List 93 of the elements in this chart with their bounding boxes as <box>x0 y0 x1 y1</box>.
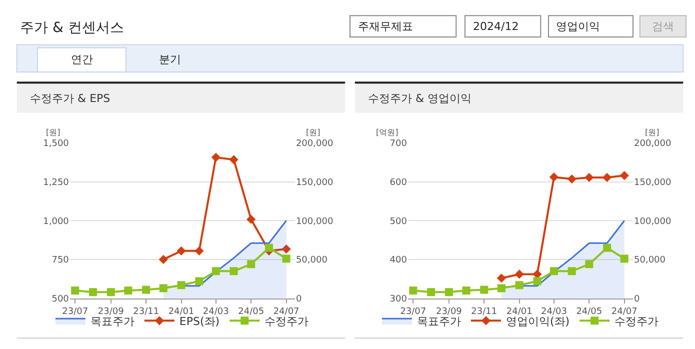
legend-label: 수정주가 <box>614 314 659 328</box>
y2-tick-label: 0 <box>634 294 640 304</box>
point <box>71 286 80 295</box>
y2-tick-label: 100,000 <box>634 216 672 227</box>
x-tick-label: 24/05 <box>238 307 264 318</box>
text: 주가 & 컨센서스 <box>20 20 124 36</box>
y2-tick-label: 50,000 <box>634 256 666 266</box>
point <box>246 214 256 224</box>
x-tick-label: 23/07 <box>400 307 426 318</box>
text: 연간 <box>71 53 93 66</box>
text: 2024/12 <box>473 20 519 33</box>
y2-tick-label: 150,000 <box>296 178 334 188</box>
text: 분기 <box>159 53 181 66</box>
point <box>264 244 273 252</box>
x-tick-label: 23/09 <box>436 307 462 318</box>
point <box>584 172 594 182</box>
point <box>568 267 576 276</box>
point <box>550 267 558 276</box>
point <box>142 286 150 294</box>
point <box>88 288 97 296</box>
point <box>282 254 290 263</box>
point <box>514 270 524 279</box>
point <box>603 244 612 252</box>
y2-tick-label: 0 <box>296 294 302 304</box>
text: 영업이익 <box>556 20 600 33</box>
legend-label: 수정주가 <box>264 314 309 328</box>
y-tick-label: 500 <box>390 216 408 227</box>
point <box>602 172 612 182</box>
point <box>229 155 238 164</box>
y-tick-label: 300 <box>390 294 408 304</box>
x-tick-label: 24/03 <box>202 307 229 318</box>
x-tick-label: 24/01 <box>168 307 194 318</box>
y-tick-label: 1,500 <box>43 139 70 150</box>
chart-title: 수정주가 & EPS <box>30 92 110 105</box>
x-tick-label: 24/01 <box>506 307 532 318</box>
y2-tick-label: 200,000 <box>296 139 334 150</box>
y2-tick-label: 50,000 <box>296 256 328 266</box>
y2-axis-title: [원] <box>645 128 660 137</box>
point <box>212 267 220 276</box>
point <box>247 260 256 268</box>
x-tick-label: 23/09 <box>98 307 124 318</box>
point <box>194 246 204 256</box>
y-tick-label: 700 <box>390 139 408 150</box>
point <box>480 286 488 294</box>
legend-label: 목표주가 <box>416 314 461 328</box>
text: 주재무제표 <box>358 20 413 33</box>
point <box>620 254 628 263</box>
point <box>567 174 576 184</box>
y-tick-label: 500 <box>52 294 70 304</box>
point <box>282 244 291 254</box>
point <box>158 254 168 264</box>
point <box>496 274 506 283</box>
point <box>533 277 542 286</box>
y2-axis-title: [원] <box>306 128 320 137</box>
point <box>620 170 629 180</box>
point <box>211 152 220 162</box>
y-tick-label: 600 <box>390 178 408 188</box>
legend-label: EPS(좌) <box>179 314 220 328</box>
point <box>195 277 204 286</box>
x-tick-label: 24/03 <box>540 307 567 318</box>
point <box>462 286 470 295</box>
point <box>409 286 418 295</box>
point <box>585 260 594 268</box>
x-tick-label: 24/07 <box>273 307 300 318</box>
point <box>176 246 186 256</box>
x-tick-label: 24/05 <box>576 307 602 318</box>
y-tick-label: 750 <box>52 256 70 266</box>
point <box>230 267 238 276</box>
point <box>159 284 168 292</box>
y-axis-title: [억원] <box>376 128 398 137</box>
point <box>124 286 132 295</box>
point <box>427 288 436 296</box>
legend-label: 목표주가 <box>90 314 134 328</box>
point <box>549 172 559 182</box>
point <box>177 281 186 290</box>
point <box>444 288 453 296</box>
point <box>515 281 524 290</box>
y-tick-label: 400 <box>390 256 408 266</box>
legend-label: 영업이익(좌) <box>506 314 570 328</box>
x-tick-label: 24/07 <box>611 307 638 318</box>
y-tick-label: 1,250 <box>43 178 70 188</box>
x-tick-label: 23/11 <box>133 307 160 318</box>
y-tick-label: 1,000 <box>43 216 70 227</box>
point <box>497 284 506 292</box>
x-tick-label: 23/07 <box>62 307 88 318</box>
y2-tick-label: 200,000 <box>634 139 672 150</box>
text: 검색 <box>652 20 674 33</box>
point <box>106 288 115 296</box>
chart-title: 수정주가 & 영업이익 <box>368 92 472 105</box>
y2-tick-label: 150,000 <box>634 178 672 188</box>
y-axis-title: [원] <box>46 128 60 137</box>
x-tick-label: 23/11 <box>471 307 498 318</box>
y2-tick-label: 100,000 <box>296 216 334 227</box>
